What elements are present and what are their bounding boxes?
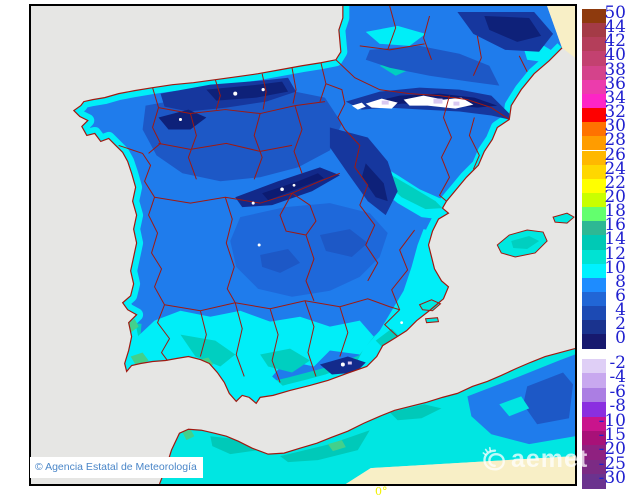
legend-swatch [582,108,606,123]
legend-swatch [582,320,606,335]
no-data-africa-strip [345,456,575,484]
legend-swatch [582,474,606,489]
copyright-label: © Agencia Estatal de Meteorología [30,457,203,478]
legend-value: 8 [615,271,626,292]
legend-swatch [582,359,606,374]
longitude-tick-label: 0° [375,485,388,498]
legend-swatch [582,277,606,292]
legend-swatch [582,373,606,388]
legend-value: 18 [604,201,626,222]
watermark: aemet [481,445,588,474]
legend-value: 24 [604,158,626,179]
legend-value: -10 [598,410,626,431]
legend-value: 6 [615,286,626,306]
legend-swatch [582,150,606,165]
legend-swatch [582,263,606,278]
legend-value: 16 [604,215,626,236]
legend-value: 50 [604,3,626,23]
africa-landmass [159,348,575,484]
legend-swatch [582,93,606,109]
legend-swatch [582,79,606,94]
legend-value: -25 [598,453,626,474]
legend-value: 12 [604,243,626,264]
legend-swatch [582,416,606,431]
legend-value: -20 [598,439,626,460]
legend-value: -4 [609,367,626,388]
legend-swatch [582,402,606,417]
legend-value: -30 [598,468,626,489]
legend-value: 32 [604,102,626,123]
legend-swatch [582,249,606,264]
legend-value: 44 [604,17,626,38]
legend-swatch [582,122,606,137]
legend-swatch [582,37,606,52]
legend-swatch [582,65,606,80]
legend-swatch [582,292,606,307]
legend-value: -15 [598,425,626,445]
province-borders [118,6,528,383]
legend-swatch [582,387,606,403]
africa-temperature-patches [182,354,575,463]
legend-swatch [582,23,606,38]
legend-swatch [582,221,606,236]
legend-swatch [582,334,606,349]
legend-swatch [582,235,606,250]
legend-value: 36 [604,73,626,94]
legend-swatch [582,306,606,321]
legend-value: -6 [609,381,626,402]
legend-value: 40 [604,45,626,66]
legend-value: 20 [604,186,626,207]
legend-value: 28 [604,130,626,151]
balearic-islands [418,212,575,324]
legend-value: 14 [604,229,626,250]
africa-coastline [158,347,575,484]
legend-value: 4 [615,300,626,321]
legend-value: 22 [604,172,626,193]
no-data-france-corner [547,6,575,58]
iberia-coastline [72,6,563,405]
watermark-text: aemet [511,445,589,473]
legend-swatch [582,164,606,179]
legend-swatch [582,178,606,193]
legend-value: 26 [604,144,626,165]
map-frame [29,4,577,486]
legend-value: 2 [615,314,626,335]
legend-value: 34 [604,87,626,108]
map-image [31,6,575,484]
white-specks [179,118,404,325]
legend-value: 0 [615,328,626,349]
pyrenees-snow-patch [351,95,474,110]
legend-value: 10 [604,257,626,278]
legend-value: 30 [604,116,626,137]
legend-swatch [582,136,606,151]
legend-value: -8 [609,396,626,417]
legend-value: 42 [604,31,626,52]
legend-value: 38 [604,59,626,80]
legend-swatch [582,207,606,222]
legend-swatch [582,51,606,66]
legend-swatch [582,192,606,208]
legend-value: -2 [609,353,626,373]
aemet-spiral-icon [482,446,505,471]
legend-swatch [582,431,606,446]
legend-swatch [582,9,606,24]
